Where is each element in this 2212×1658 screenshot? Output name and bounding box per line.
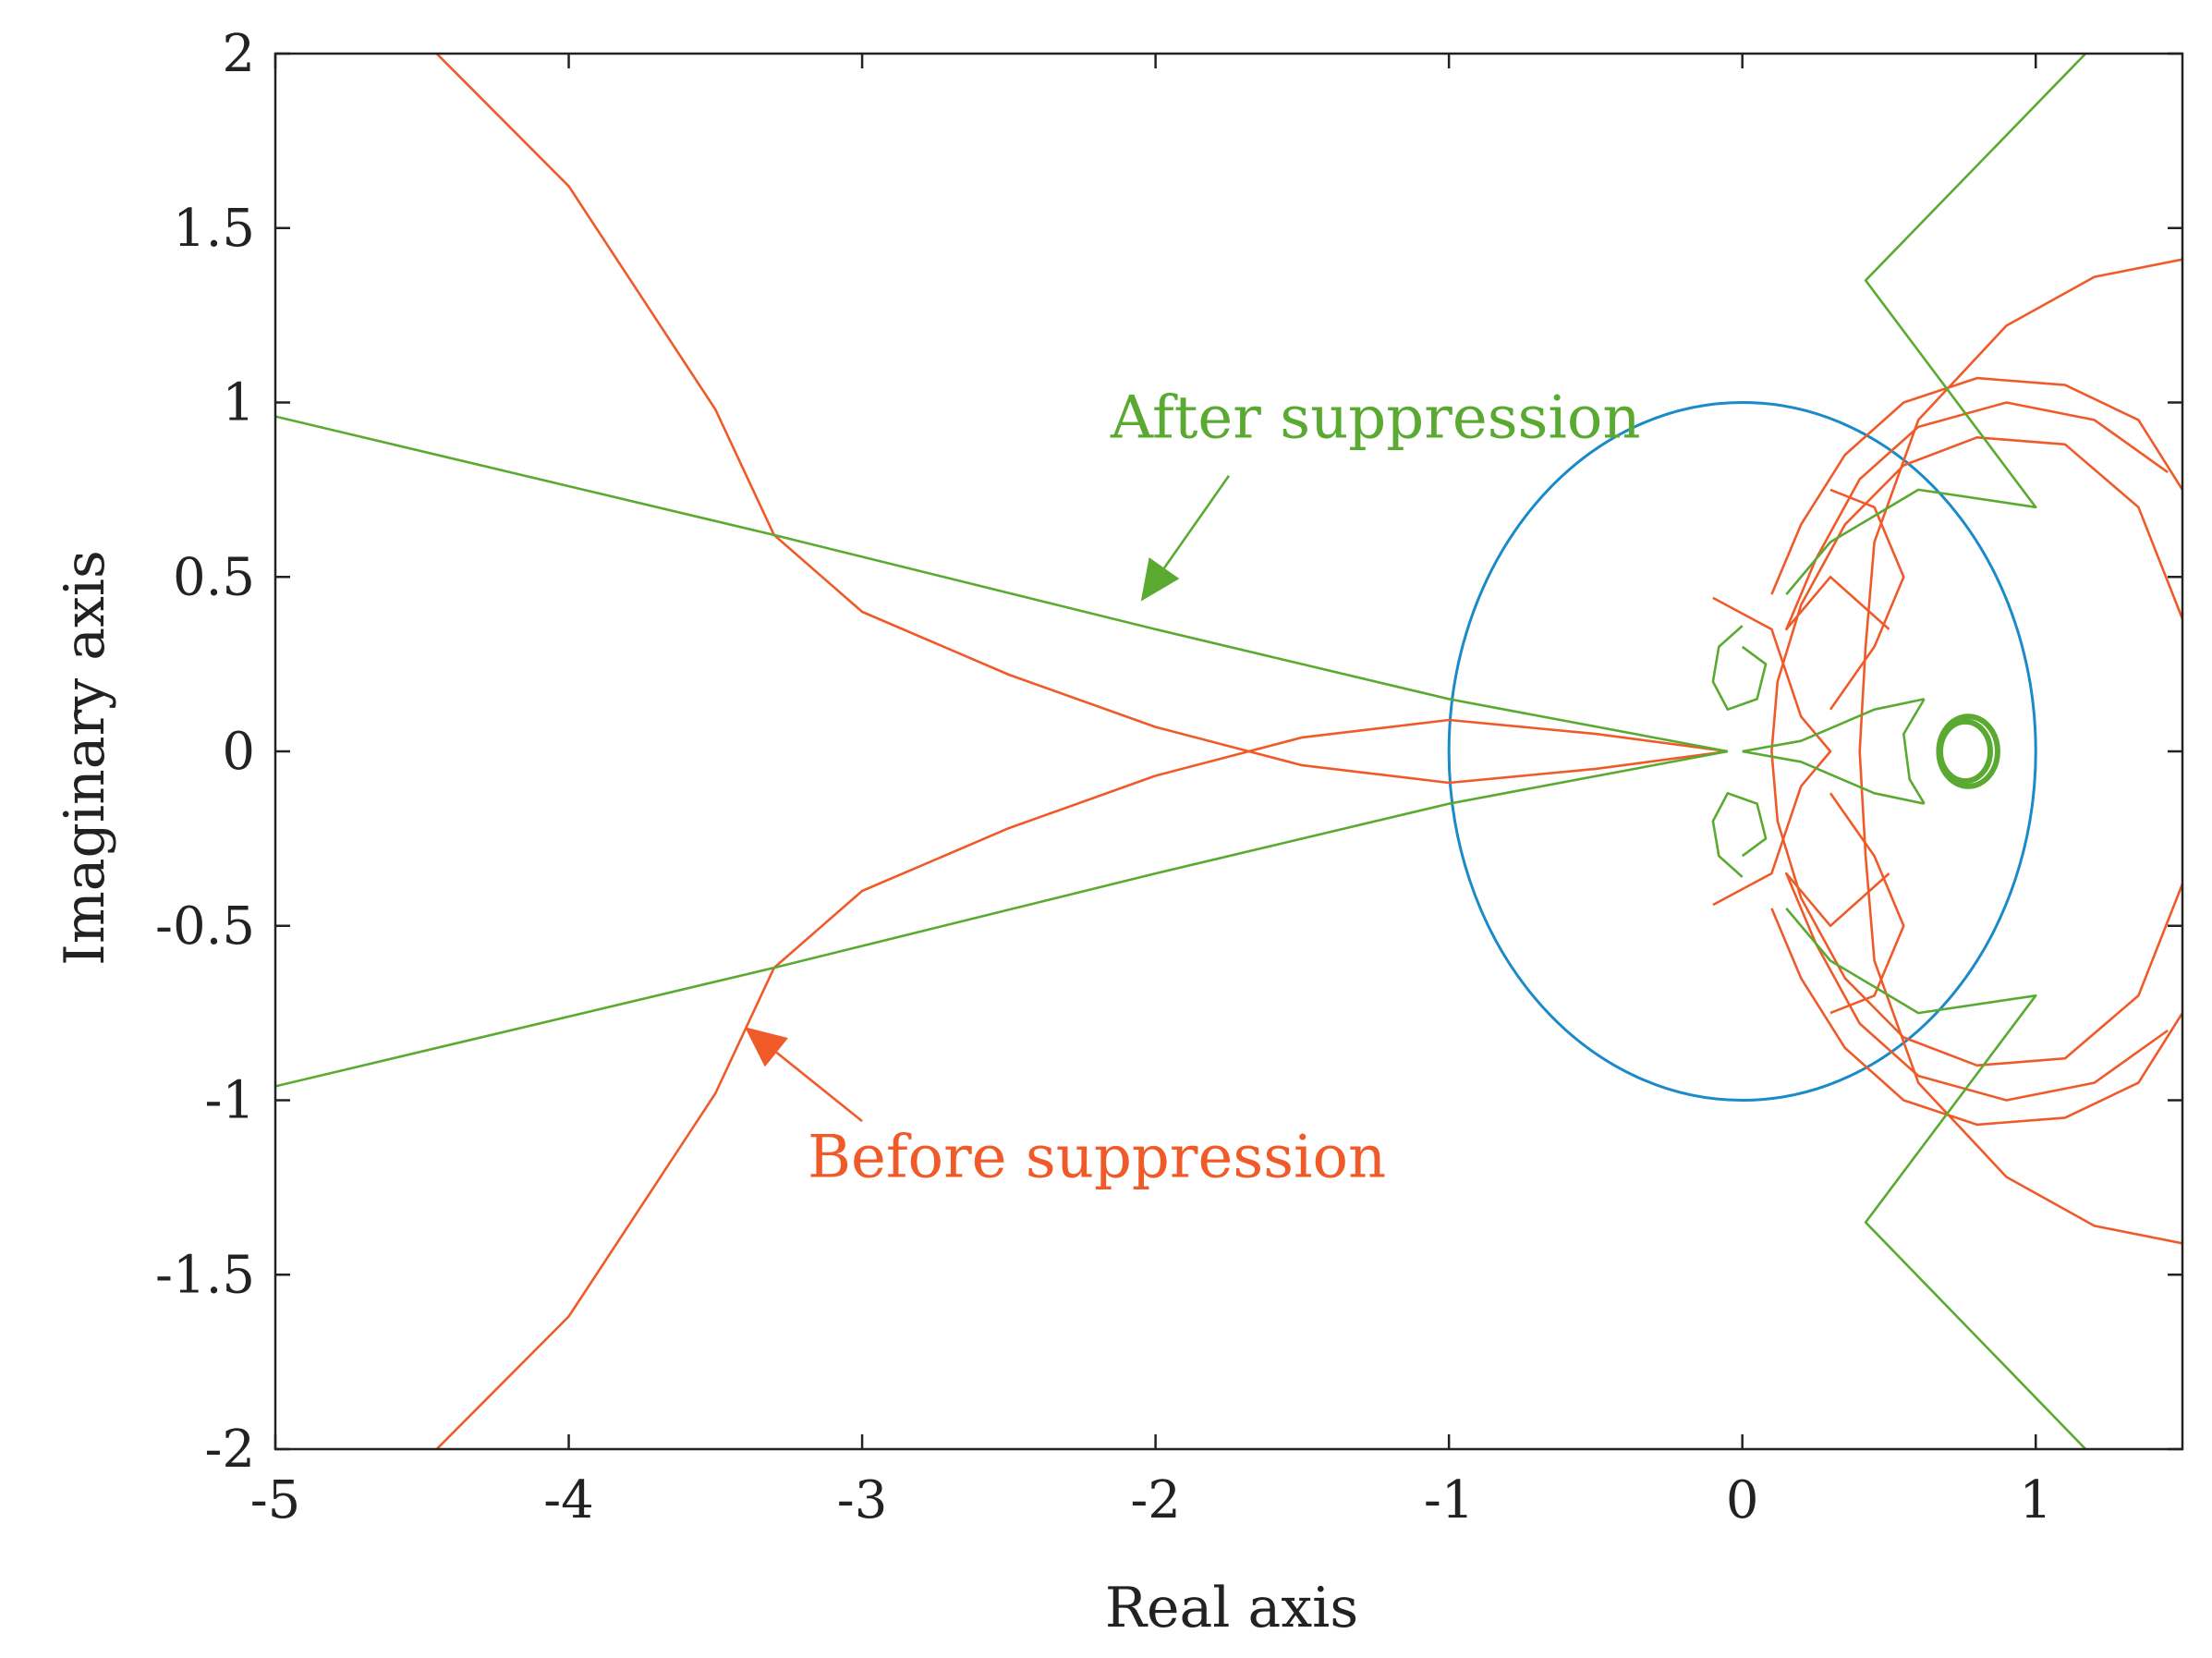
plot-frame [273,52,2184,1451]
y-tick-label: -0.5 [155,896,255,957]
before-locus-branch-2 [1858,258,2182,1245]
annotations: After suppression Before suppression [745,384,1641,1192]
before-locus-branch-3 [1770,376,2182,595]
annotation-arrow-head [1140,557,1180,602]
before-locus-branch-7 [1785,872,2169,1102]
before-locus-branch-8 [1712,596,1832,907]
x-tick-label: -3 [837,1470,888,1530]
after-loop-1 [1938,718,1994,785]
x-tick-label: 1 [2019,1470,2052,1530]
unit-circle [1447,401,2037,1102]
x-tick-label: -2 [1130,1470,1181,1530]
annotation-arrow-shaft [775,1051,863,1123]
x-tick-label: -1 [1424,1470,1475,1530]
x-axis-title: Real axis [1105,1576,1358,1640]
plot-curves [275,54,2182,1449]
after-locus-branch-0 [275,415,1729,753]
annotation-label-0: After suppression [1110,384,1641,452]
before-locus-branch-0 [435,54,1728,785]
y-axis-title: Imaginary axis [53,550,117,966]
after-locus-branch-6 [1742,698,1925,753]
after-locus-branch-7 [1742,750,1925,805]
y-tick-label: 0.5 [173,547,255,607]
y-tick-label: 1.5 [173,199,255,259]
after-locus-branch-1 [275,750,1729,1088]
x-tick-label: 0 [1726,1470,1759,1530]
y-tick-label: -1.5 [155,1245,255,1305]
y-tick-label: 1 [222,373,255,433]
after-locus-branch-2 [1785,54,2087,595]
annotation-arrow-head [745,1027,788,1067]
y-tick-label: 2 [222,24,255,84]
y-tick-label: -2 [204,1420,255,1480]
annotation-label-1: Before suppression [808,1124,1386,1192]
after-locus-branch-8 [1902,698,1926,805]
before-locus-branch-4 [1770,908,2182,1127]
after-locus-branch-3 [1785,908,2087,1449]
before-locus-branch-1 [435,718,1728,1449]
before-locus-branch-10 [1829,792,1905,1015]
axis-ticks: -5 -4 -3 -2 -1 0 1 2 1.5 1 0.5 0 -0.5 -1 -1.5 -2 [155,24,2182,1530]
x-tick-label: -5 [250,1470,301,1530]
before-locus-branch-5 [1770,436,2182,1067]
before-locus-branch-9 [1829,488,1905,711]
axes-frame [273,52,2184,1451]
x-tick-label: -4 [543,1470,594,1530]
annotation-arrow-shaft [1162,475,1231,569]
y-tick-label: 0 [222,722,255,782]
before-locus-branch-6 [1785,401,2169,631]
after-locus-branch-5 [1711,792,1768,878]
y-tick-label: -1 [204,1071,255,1131]
after-locus-branch-4 [1711,625,1768,711]
